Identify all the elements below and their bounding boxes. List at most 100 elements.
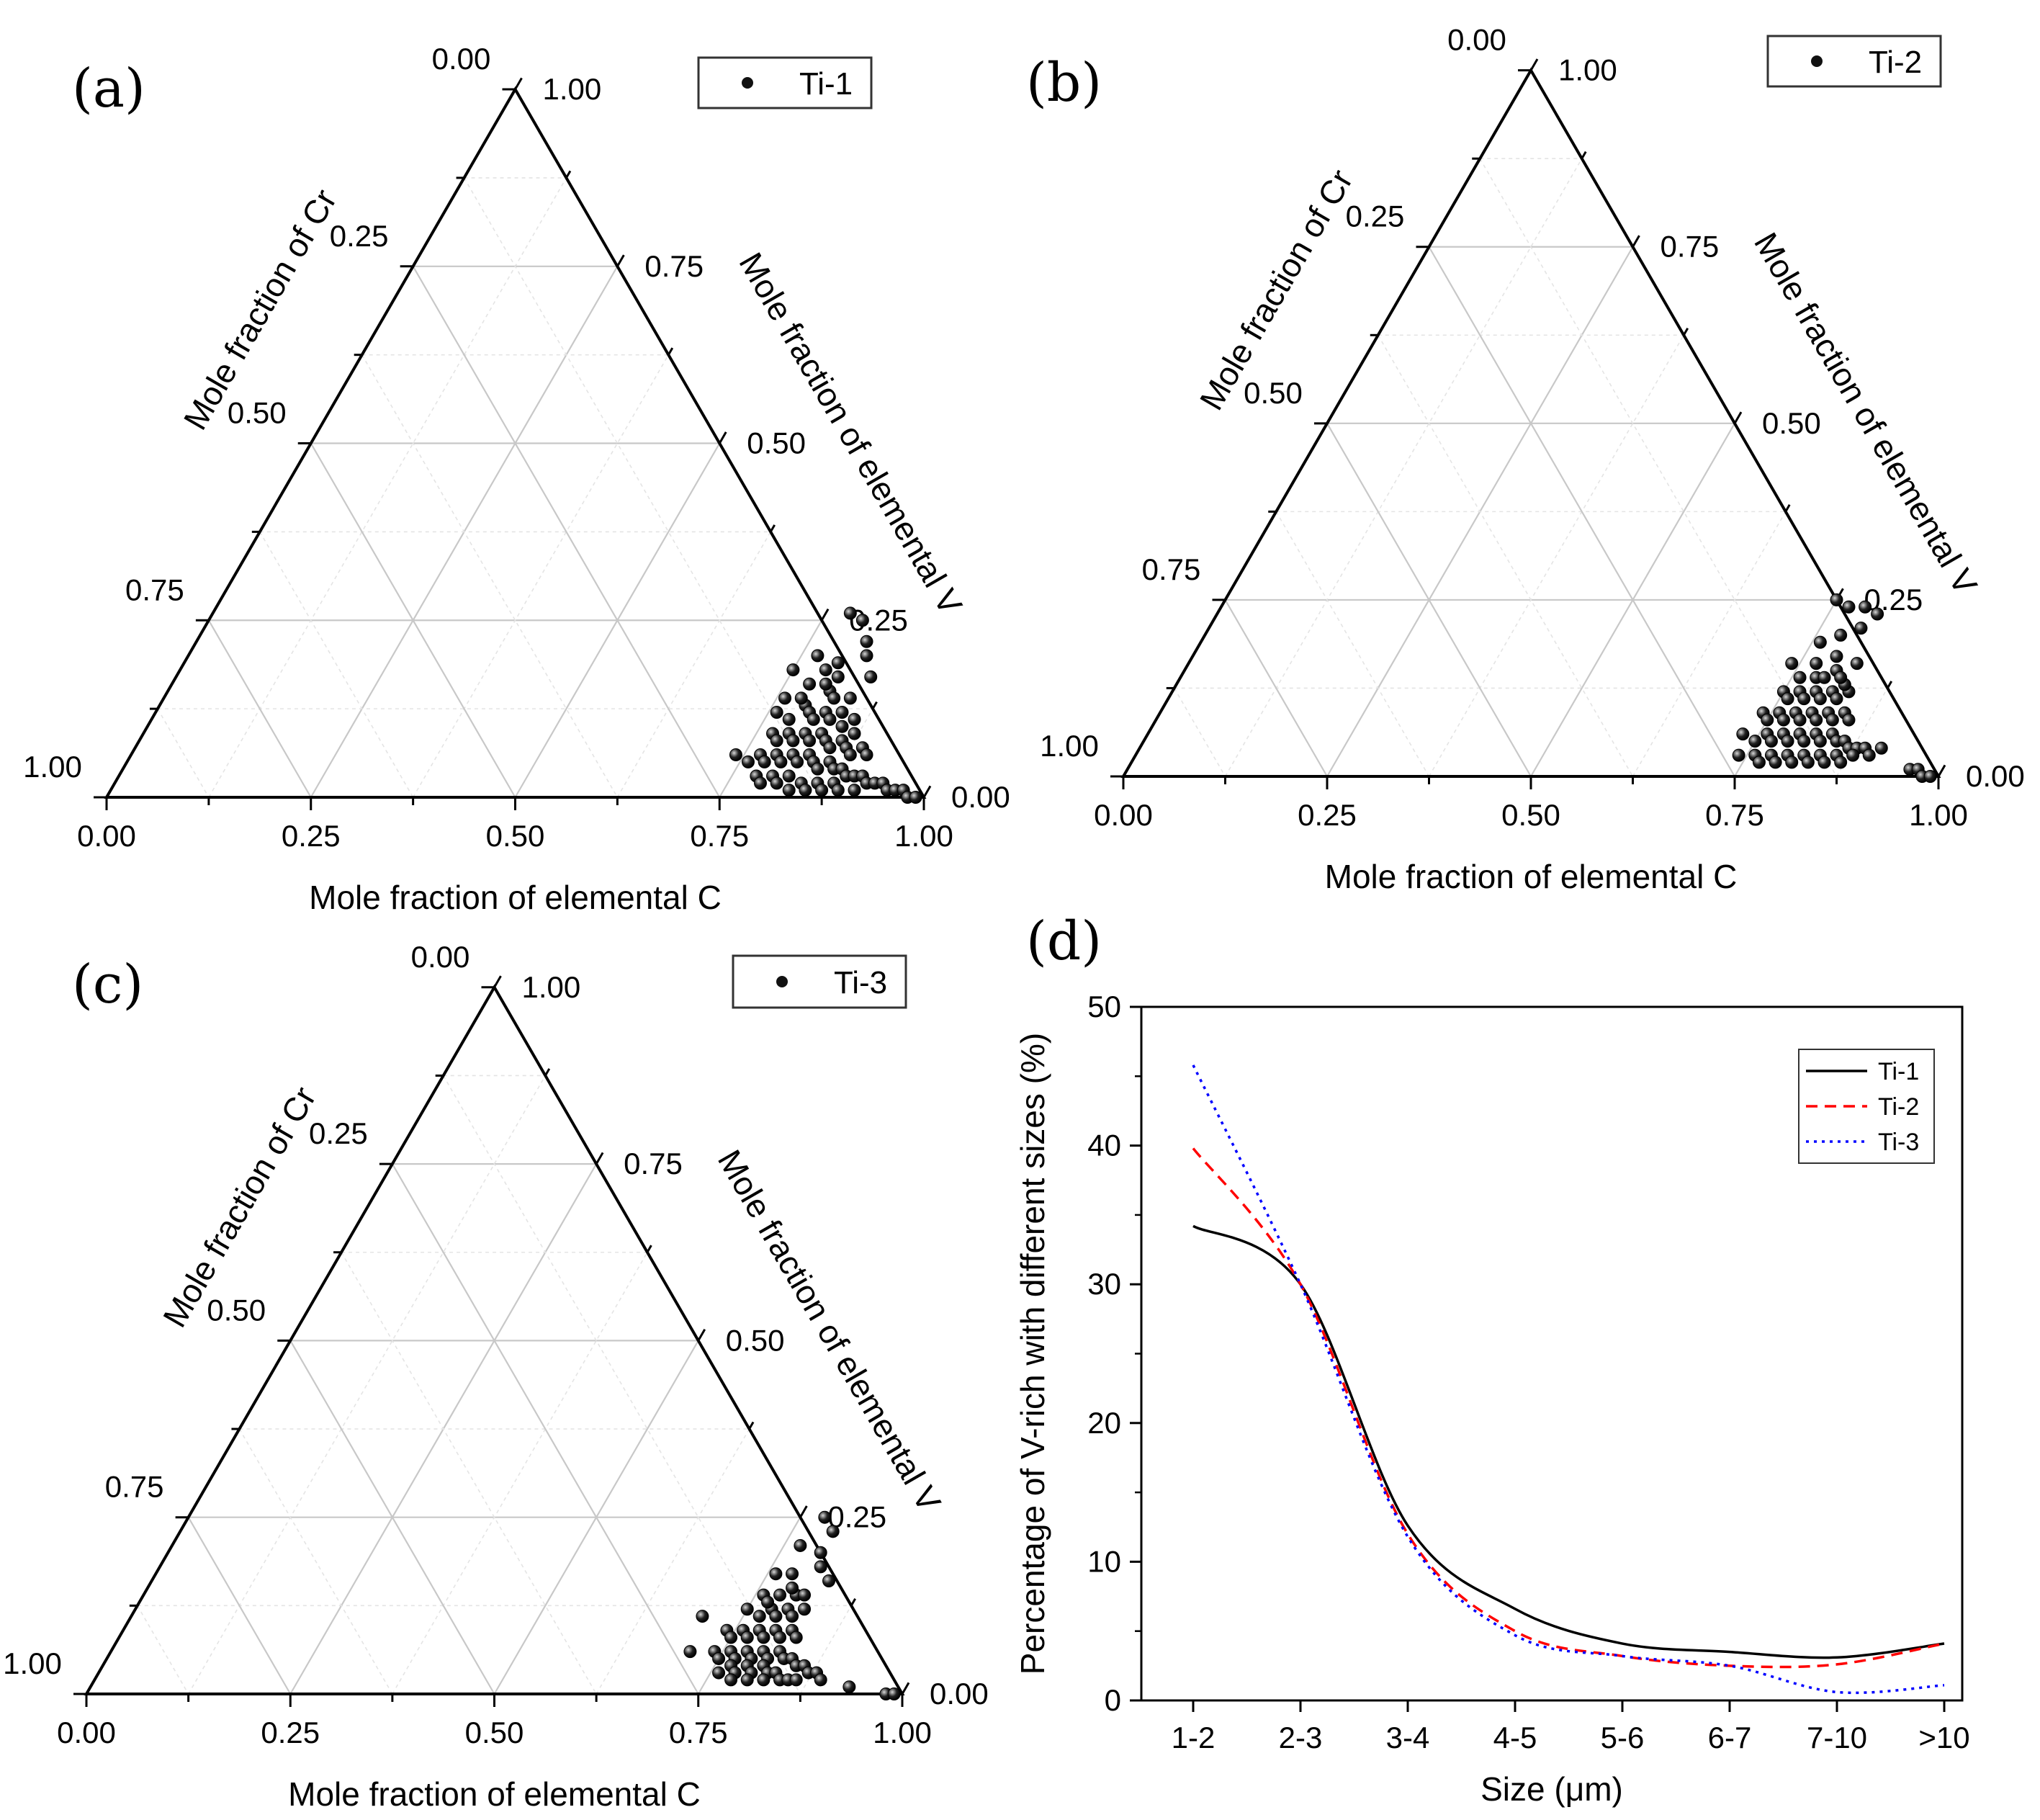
tick-mark [646,1245,652,1253]
data-point [1874,741,1888,755]
tick-mark [1886,681,1893,689]
grid-line [310,442,516,798]
x-tick-label: 7-10 [1807,1721,1867,1754]
tick-label-bottom: 0.00 [57,1716,116,1749]
tick-mark [820,608,830,622]
y-tick-label: 20 [1087,1406,1121,1440]
data-point [864,670,878,683]
data-point [724,1673,738,1687]
tick-label-right: 0.50 [747,426,806,460]
legend: Ti-1 Ti-2 Ti-3 [1798,1049,1935,1164]
tick-label-right: 0.75 [1661,230,1720,264]
ternary-panel-a: (a) 0.00 0.00 1.00 0.25 0.25 0.75 0.50 0.50 0.50… [23,42,1010,916]
data-point [770,706,783,720]
data-point [712,1651,726,1665]
legend-box [732,954,907,1009]
data-point [782,769,796,783]
data-point [803,677,817,691]
ternary-grid [1174,158,1888,777]
data-point [729,748,742,762]
data-point [1810,657,1823,671]
series-line-ti-3 [1192,1064,1945,1695]
tick-mark [616,254,625,267]
tick-mark [901,1682,910,1695]
data-point [848,712,861,726]
data-point [1871,607,1884,621]
tick-mark [544,1068,551,1077]
tick-mark [799,1505,808,1518]
ternary-ticks: 0.00 0.00 1.00 0.25 0.25 0.75 0.50 0.50 0.50 0.75… [3,940,989,1749]
grid-line [259,531,414,798]
data-point [786,663,800,677]
data-point [823,712,837,726]
data-point [794,691,808,705]
tick-mark [493,975,502,988]
axis-label-bottom: Mole fraction of elemental C [309,879,722,916]
data-point [773,1588,787,1602]
data-point [1862,748,1876,762]
data-point [1732,748,1745,762]
tick-label-left: 0.00 [1447,23,1506,57]
line-panel-d: (d) 0 10 20 30 40 50 1-2 2-3 3-4 4-5 5-6 6-7 7-10 >1… [1014,910,1970,1808]
grid-line [1326,423,1532,777]
y-axis-ticks: 0 10 20 30 40 50 [1087,990,1141,1717]
tick-label-left: 1.00 [23,750,82,784]
data-point [1817,756,1831,769]
grid-line [157,708,210,798]
tick-label-left: 0.25 [309,1116,368,1150]
tick-label-right: 1.00 [1558,53,1617,87]
data-point [814,1546,827,1559]
panel-label-a: (a) [72,58,145,120]
data-point [860,748,873,762]
grid-line [412,354,670,798]
data-point [786,1581,799,1595]
data-point [786,734,800,748]
data-point [1830,692,1843,706]
grid-line [1378,334,1634,777]
data-point [848,784,861,797]
x-tick-label: 4-5 [1493,1721,1537,1754]
x-tick-label: >10 [1918,1721,1969,1754]
data-point [1801,756,1815,769]
grid-line [616,531,771,798]
ternary-grid [137,1075,852,1695]
x-tick-label: 3-4 [1386,1721,1430,1754]
grid-line [1428,334,1684,777]
data-point [786,1610,799,1623]
legend: Ti-3 [732,954,907,1009]
ternary-ticks: 0.00 0.00 1.00 0.25 0.25 0.75 0.50 0.50 0.50 0.75… [23,42,1010,853]
ternary-points [683,1510,901,1700]
data-point [798,1602,812,1616]
data-point [831,670,845,683]
tick-label-bottom: 0.00 [1094,798,1153,832]
data-point [826,1525,840,1538]
data-point [1813,734,1827,748]
tick-label-right: 1.00 [522,970,581,1004]
tick-label-left: 0.50 [1244,376,1303,410]
tick-label-right: 0.00 [951,780,1010,814]
tick-mark [668,347,674,356]
data-point [835,720,849,733]
ternary-panel-c: (c) 0.00 0.00 1.00 0.25 0.25 0.75 0.50 0.50 0.50… [3,940,989,1813]
data-point [843,748,857,762]
ternary-panel-b: (b) 0.00 0.00 1.00 0.25 0.25 0.75 0.50 0.50 0.50… [1026,23,2025,895]
legend-marker [1811,55,1823,67]
data-point [1761,713,1774,727]
tick-label-right: 0.00 [930,1677,989,1711]
data-point [860,649,873,663]
y-tick-label: 40 [1087,1129,1121,1162]
tick-label-bottom: 0.25 [261,1716,320,1749]
legend-marker [776,976,788,987]
axis-label-bottom: Mole fraction of elemental C [288,1775,701,1813]
data-point [835,706,849,720]
data-point [811,649,824,663]
x-tick-label: 5-6 [1601,1721,1645,1754]
y-tick-label: 0 [1105,1683,1121,1717]
data-point [806,712,820,726]
data-point [712,1666,726,1680]
data-point [773,1631,787,1644]
data-point [1850,657,1864,671]
data-point [774,755,788,768]
legend: Ti-2 [1766,35,1942,88]
legend-label: Ti-1 [1878,1058,1919,1085]
